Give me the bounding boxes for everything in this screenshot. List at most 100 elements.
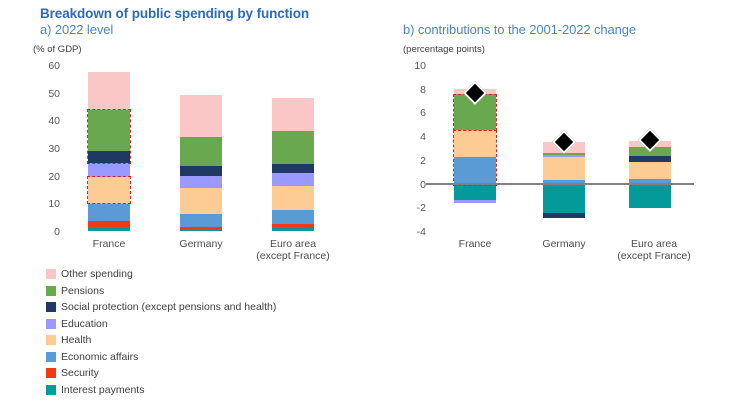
segment-health bbox=[629, 162, 671, 179]
segment-social-protection bbox=[180, 166, 222, 176]
x-label-b-euro-area-line1: Euro area bbox=[630, 238, 678, 250]
legend-item-health: Health bbox=[46, 332, 276, 349]
segment-health bbox=[454, 130, 496, 158]
segment-social-protection bbox=[272, 164, 314, 174]
legend-swatch-icon bbox=[46, 384, 56, 395]
segment-other-spending bbox=[88, 71, 130, 110]
segment-other-spending bbox=[180, 95, 222, 137]
segment-economic-affairs bbox=[454, 157, 496, 185]
legend-label: Security bbox=[61, 367, 99, 380]
legend-swatch-icon bbox=[46, 351, 56, 362]
segment-interest-payments bbox=[272, 227, 314, 232]
chart-main-title: Breakdown of public spending by function bbox=[40, 6, 309, 21]
panel-a-subtitle: a) 2022 level bbox=[40, 22, 114, 37]
segment-health bbox=[543, 157, 585, 180]
segment-health bbox=[272, 186, 314, 210]
legend-swatch-icon bbox=[46, 302, 56, 313]
legend-item-security: Security bbox=[46, 365, 276, 382]
legend-swatch-icon bbox=[46, 285, 56, 296]
y-tick-a-20: 20 bbox=[48, 170, 60, 183]
legend-label: Education bbox=[61, 317, 108, 330]
legend-label: Other spending bbox=[61, 268, 133, 281]
segment-interest-payments bbox=[543, 184, 585, 213]
bar-a-germany bbox=[180, 95, 222, 232]
panel-b-subtitle: b) contributions to the 2001-2022 change bbox=[403, 22, 637, 37]
segment-interest-payments bbox=[454, 185, 496, 201]
x-label-a-euro-area-line1: Euro area bbox=[269, 238, 317, 250]
panel-b-units: (percentage points) bbox=[403, 44, 485, 55]
y-tick-a-30: 30 bbox=[48, 143, 60, 155]
y-tick-b-2: 2 bbox=[420, 154, 426, 167]
segment-economic-affairs bbox=[272, 209, 314, 224]
segment-pensions bbox=[272, 131, 314, 164]
legend-item-pensions: Pensions bbox=[46, 283, 276, 300]
segment-education bbox=[272, 173, 314, 187]
panel-b-zero-line bbox=[426, 183, 694, 185]
segment-education bbox=[88, 163, 130, 177]
segment-social-protection bbox=[629, 156, 671, 163]
segment-pensions bbox=[180, 136, 222, 166]
y-tick-a-60: 60 bbox=[48, 60, 60, 72]
legend-label: Pensions bbox=[61, 284, 105, 297]
segment-other-spending bbox=[272, 97, 314, 132]
legend-item-other-spending: Other spending bbox=[46, 266, 276, 283]
x-label-a-france: France bbox=[92, 238, 126, 250]
bar-a-euro-area bbox=[272, 97, 314, 232]
x-label-b-france: France bbox=[458, 238, 492, 250]
x-label-a-germany: Germany bbox=[179, 238, 223, 250]
legend-swatch-icon bbox=[46, 318, 56, 329]
legend-item-economic-affairs: Economic affairs bbox=[46, 349, 276, 366]
segment-economic-affairs bbox=[88, 203, 130, 222]
y-tick-a-40: 40 bbox=[48, 115, 60, 128]
segment-pensions bbox=[543, 152, 585, 155]
y-tick-b-10: 10 bbox=[414, 60, 426, 72]
y-tick-b-0: 0 bbox=[420, 178, 426, 191]
legend-label: Economic affairs bbox=[61, 350, 139, 363]
panel-a-units: (% of GDP) bbox=[33, 44, 82, 55]
segment-education bbox=[543, 155, 585, 158]
legend-item-interest-payments: Interest payments bbox=[46, 382, 276, 399]
panel-a-legend: Other spending Pensions Social protectio… bbox=[46, 266, 276, 398]
segment-pensions bbox=[88, 109, 130, 151]
segment-education bbox=[454, 200, 496, 203]
segment-security bbox=[88, 221, 130, 227]
y-tick-b-6: 6 bbox=[420, 107, 426, 120]
y-tick-a-50: 50 bbox=[48, 87, 60, 100]
segment-health bbox=[88, 176, 130, 204]
x-label-b-euro-area-line2: (except France) bbox=[617, 250, 691, 262]
y-tick-b-4: 4 bbox=[420, 131, 426, 144]
segment-interest-payments bbox=[88, 226, 130, 232]
y-tick-a-0: 0 bbox=[54, 226, 60, 238]
panel-a-plot-area: 60 50 40 30 20 10 0 bbox=[48, 60, 336, 262]
segment-interest-payments bbox=[180, 229, 222, 232]
legend-label: Health bbox=[61, 334, 92, 347]
x-label-b-germany: Germany bbox=[542, 238, 586, 250]
segment-health bbox=[180, 187, 222, 214]
legend-swatch-icon bbox=[46, 368, 56, 379]
y-tick-b-neg2: -2 bbox=[416, 202, 426, 215]
segment-interest-payments bbox=[629, 184, 671, 209]
legend-swatch-icon bbox=[46, 335, 56, 346]
x-label-a-euro-area: Euro area (except France) bbox=[256, 238, 330, 262]
segment-economic-affairs bbox=[543, 179, 585, 185]
panel-b-plot-area: 10 8 6 4 2 0 -2 -4 bbox=[414, 60, 694, 262]
segment-security bbox=[180, 226, 222, 230]
bar-a-france bbox=[88, 71, 130, 232]
segment-economic-affairs bbox=[629, 178, 671, 185]
legend-item-education: Education bbox=[46, 316, 276, 333]
panel-2022-level: Breakdown of public spending by function… bbox=[33, 6, 336, 398]
segment-economic-affairs bbox=[180, 213, 222, 227]
y-tick-b-8: 8 bbox=[420, 83, 426, 96]
segment-social-protection bbox=[543, 213, 585, 218]
x-label-a-euro-area-line2: (except France) bbox=[256, 250, 330, 262]
legend-swatch-icon bbox=[46, 269, 56, 280]
segment-social-protection bbox=[88, 150, 130, 164]
panel-a-baseline bbox=[66, 231, 336, 232]
segment-education bbox=[180, 176, 222, 188]
x-label-b-euro-area: Euro area (except France) bbox=[617, 238, 691, 262]
panel-contributions-change: b) contributions to the 2001-2022 change… bbox=[400, 0, 730, 410]
segment-security bbox=[272, 224, 314, 228]
y-tick-a-10: 10 bbox=[48, 198, 60, 211]
y-tick-b-neg4: -4 bbox=[416, 226, 426, 238]
legend-label: Interest payments bbox=[61, 383, 145, 396]
